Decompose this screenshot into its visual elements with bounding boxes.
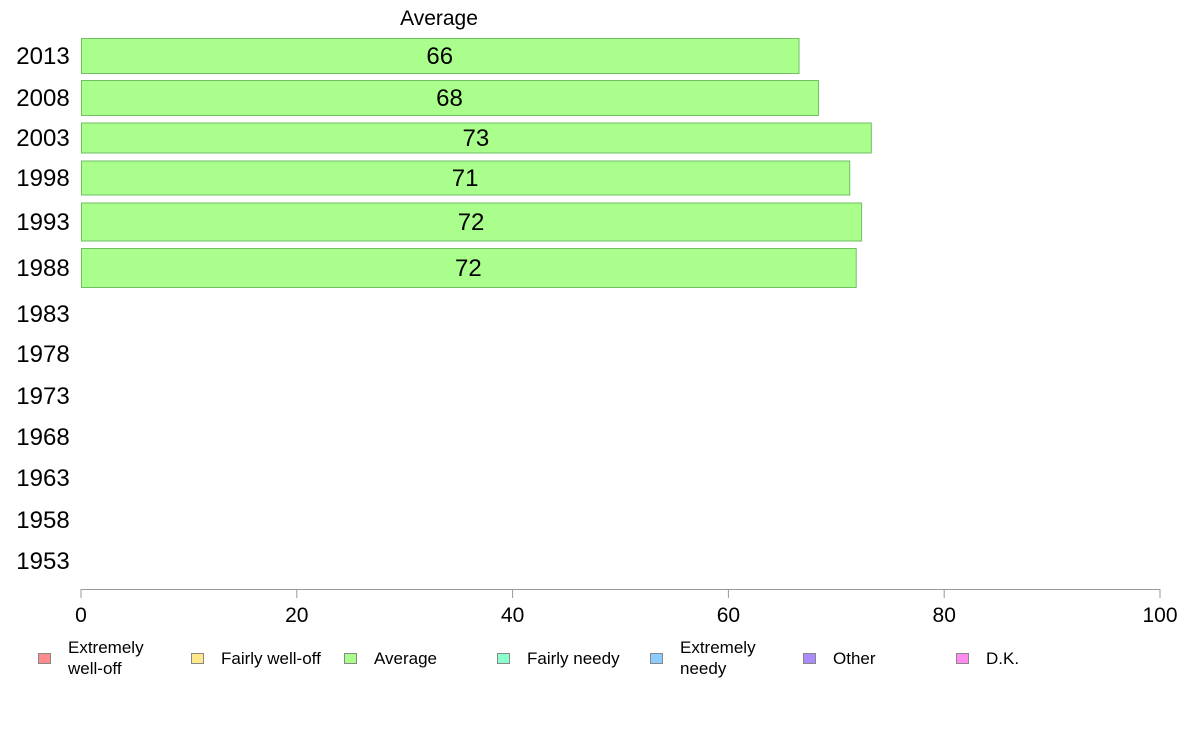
legend-item: Fairly needy — [497, 632, 620, 684]
legend: Extremely well-off Fairly well-off Average… — [0, 632, 1188, 692]
legend-swatch — [38, 652, 51, 664]
legend-item: Fairly well-off — [191, 632, 321, 684]
y-tick-label: 1973 — [16, 383, 69, 410]
series-label: Average — [400, 7, 478, 30]
legend-swatch — [650, 652, 663, 664]
bar-value-label: 72 — [458, 209, 485, 236]
y-tick-label: 1993 — [16, 209, 69, 236]
legend-swatch — [344, 652, 357, 664]
y-tick-label: 2008 — [16, 85, 69, 112]
bar-value-label: 68 — [436, 85, 463, 112]
legend-label: Fairly needy — [527, 648, 620, 668]
bar-value-label: 71 — [452, 165, 479, 192]
y-tick-label: 1998 — [16, 165, 69, 192]
bar — [81, 80, 819, 116]
y-tick-label: 2003 — [16, 125, 69, 152]
x-tick-label: 20 — [285, 604, 308, 627]
bar-value-label: 66 — [426, 43, 453, 70]
y-tick-label: 1978 — [16, 341, 69, 368]
x-axis: 0 20 40 60 80 100 — [75, 589, 1178, 627]
bar-value-label: 73 — [463, 125, 490, 152]
y-axis-labels: 2013 2008 2003 1998 1993 1988 1983 1978 1973 1968… — [16, 43, 69, 575]
legend-item: D.K. — [956, 632, 1019, 684]
bar — [81, 160, 851, 196]
bar — [81, 38, 800, 74]
x-tick-label: 100 — [1142, 604, 1177, 627]
y-tick-label: 1968 — [16, 424, 69, 451]
bar — [81, 248, 857, 288]
legend-label: Average — [374, 648, 438, 668]
bar — [81, 202, 863, 242]
legend-label: Extremely well-off — [68, 638, 144, 678]
y-tick-label: 1953 — [16, 548, 69, 575]
legend-item: Other — [803, 632, 876, 684]
legend-label: Fairly well-off — [221, 648, 321, 668]
y-tick-label: 1988 — [16, 255, 69, 282]
legend-swatch — [191, 652, 204, 664]
legend-swatch — [956, 652, 969, 664]
y-tick-label: 1963 — [16, 465, 69, 492]
x-tick-label: 60 — [717, 604, 740, 627]
x-tick-label: 40 — [501, 604, 524, 627]
legend-swatch — [803, 652, 816, 664]
legend-item: Extremely needy — [650, 632, 756, 684]
y-tick-label: 2013 — [16, 43, 69, 70]
x-tick-label: 0 — [75, 604, 87, 627]
y-tick-label: 1983 — [16, 301, 69, 328]
y-tick-label: 1958 — [16, 507, 69, 534]
legend-label: Extremely needy — [680, 638, 756, 678]
legend-item: Average — [344, 632, 437, 684]
legend-item: Extremely well-off — [38, 632, 144, 684]
bar-value-label: 72 — [455, 255, 482, 282]
legend-label: D.K. — [986, 648, 1020, 668]
legend-label: Other — [833, 648, 876, 668]
x-tick-label: 80 — [933, 604, 956, 627]
bar — [81, 122, 872, 154]
legend-swatch — [497, 652, 510, 664]
